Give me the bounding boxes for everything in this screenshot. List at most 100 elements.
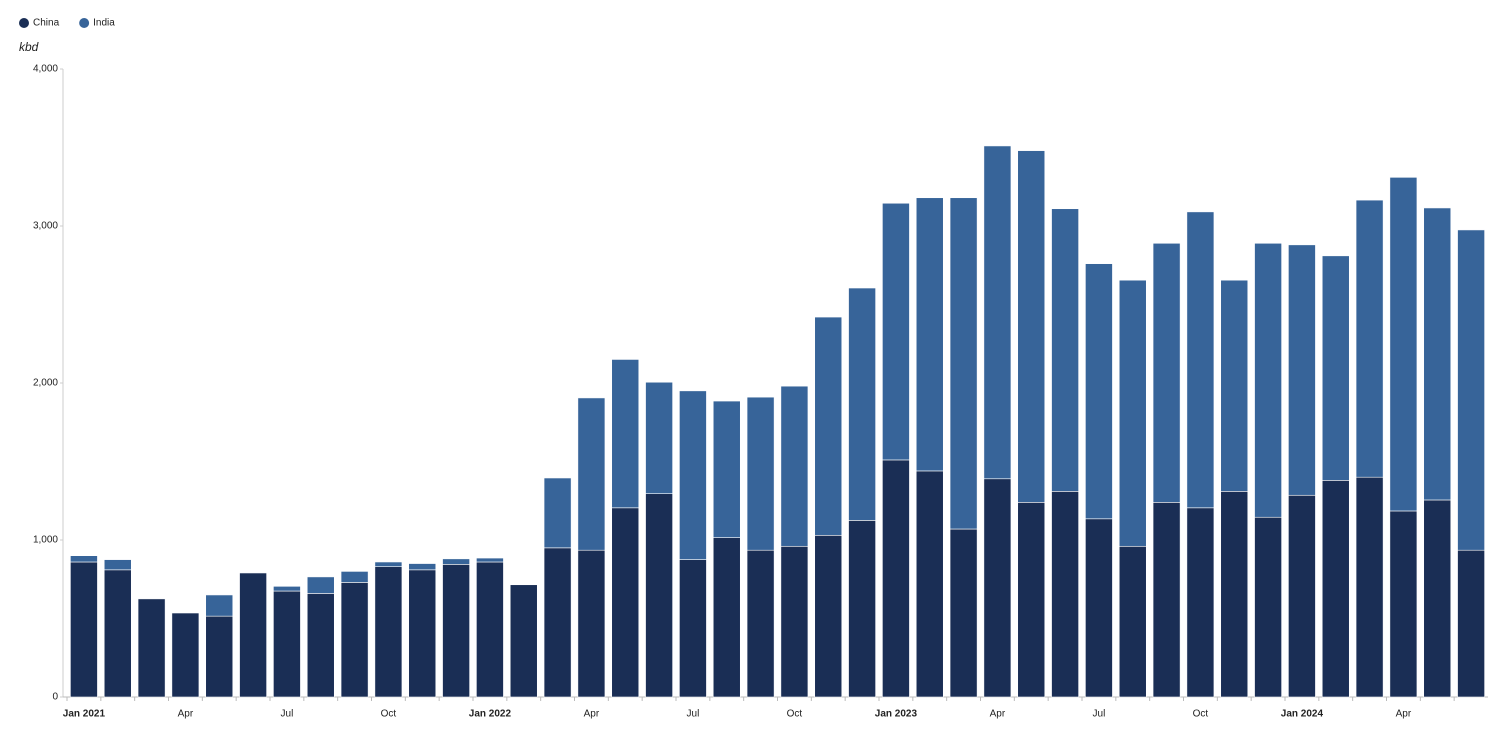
bar-segment [1457, 229, 1485, 551]
bar-segment [1118, 279, 1147, 547]
bar-segment [509, 584, 538, 698]
bar-segment [848, 287, 876, 521]
bar-segment [1017, 502, 1046, 698]
bar-segment [103, 559, 132, 571]
bar-segment [712, 537, 741, 698]
bar-segment [137, 598, 166, 698]
x-tick-label: Oct [787, 709, 803, 720]
bar-segment [780, 385, 809, 547]
legend-label[interactable]: India [93, 18, 115, 29]
x-tick-label: Apr [584, 709, 600, 720]
bar-segment [949, 197, 978, 530]
bar-segment [273, 586, 301, 592]
bar-segment [1457, 549, 1485, 698]
legend-label[interactable]: China [33, 18, 60, 29]
x-tick-label: Apr [178, 709, 194, 720]
bar-segment [645, 493, 673, 698]
bar-segment [1051, 208, 1079, 492]
bar-segment [543, 547, 572, 698]
bar-segment [1321, 255, 1350, 481]
bar-segment [205, 615, 234, 698]
bar-segment [848, 520, 876, 698]
bar-segment [306, 576, 335, 594]
bar-segment [915, 470, 944, 698]
bar-segment [1321, 480, 1350, 698]
bar-segment [1423, 207, 1452, 501]
y-tick-label: 3,000 [33, 221, 58, 232]
bar-segment [882, 202, 910, 461]
x-tick-label: Jul [281, 709, 294, 720]
bar-segment [1220, 491, 1249, 698]
bar-segment [712, 400, 741, 538]
bar-segment [1254, 516, 1282, 698]
bar-segment [340, 571, 369, 583]
bar-segment [1186, 211, 1215, 509]
bar-segment [611, 507, 640, 698]
bar-segment [780, 545, 809, 698]
bar-segment [1085, 518, 1113, 698]
x-tick-label: Jan 2022 [469, 709, 512, 720]
bar-segment [476, 557, 504, 563]
bar-segment [1220, 279, 1249, 492]
bar-segment [543, 477, 572, 549]
bar-segment [408, 569, 437, 698]
bar-segment [306, 593, 335, 698]
bar-segment [746, 396, 775, 551]
bar-segment [70, 555, 98, 563]
bar-segment [1288, 494, 1316, 698]
x-tick-label: Jan 2021 [63, 709, 106, 720]
bar-segment [476, 561, 504, 698]
bar-segment [1355, 199, 1384, 478]
bar-segment [1423, 499, 1452, 698]
bar-segment [1355, 476, 1384, 698]
bar-segment [814, 316, 843, 536]
bar-segment [1152, 502, 1181, 698]
y-axis-unit: kbd [19, 40, 39, 54]
bar-segment [679, 390, 707, 560]
bar-segment [340, 582, 369, 698]
bar-segment [915, 197, 944, 472]
bar-segment [814, 534, 843, 698]
bar-segment [1389, 177, 1418, 512]
x-tick-label: Jul [687, 709, 700, 720]
y-tick-label: 0 [52, 692, 58, 703]
bar-segment [645, 381, 673, 494]
x-tick-label: Jan 2024 [1281, 709, 1324, 720]
bar-segment [1017, 150, 1046, 503]
x-tick-label: Jan 2023 [875, 709, 918, 720]
bar-segment [1085, 263, 1113, 520]
bar-segment [374, 561, 403, 567]
bar-segment [1152, 242, 1181, 503]
bar-segment [679, 559, 707, 698]
y-tick-label: 4,000 [33, 64, 58, 75]
bar-segment [70, 561, 98, 698]
bar-segment [746, 549, 775, 698]
bar-segment [205, 594, 234, 617]
bar-segment [408, 563, 437, 571]
bar-segment [442, 564, 470, 698]
bar-segment [1288, 244, 1316, 496]
legend-swatch[interactable] [19, 18, 29, 28]
x-tick-label: Jul [1093, 709, 1106, 720]
bar-segment [882, 459, 910, 698]
bar-segment [611, 359, 640, 509]
bar-segment [374, 566, 403, 698]
x-tick-label: Apr [1396, 709, 1412, 720]
bar-segment [1118, 545, 1147, 698]
bar-segment [1389, 510, 1418, 698]
bar-segment [577, 397, 606, 551]
legend-swatch[interactable] [79, 18, 90, 28]
x-tick-label: Apr [990, 709, 1006, 720]
bar-segment [239, 572, 267, 698]
bar-segment [273, 590, 301, 698]
bar-segment [1186, 507, 1215, 698]
bar-segment [442, 558, 470, 565]
bar-segment [1254, 242, 1282, 518]
bar-segment [983, 145, 1012, 480]
bar-segment [171, 612, 200, 698]
y-tick-label: 2,000 [33, 378, 58, 389]
y-tick-label: 1,000 [33, 535, 58, 546]
x-tick-label: Oct [1193, 709, 1209, 720]
bar-segment [949, 528, 978, 698]
bar-segment [103, 569, 132, 698]
